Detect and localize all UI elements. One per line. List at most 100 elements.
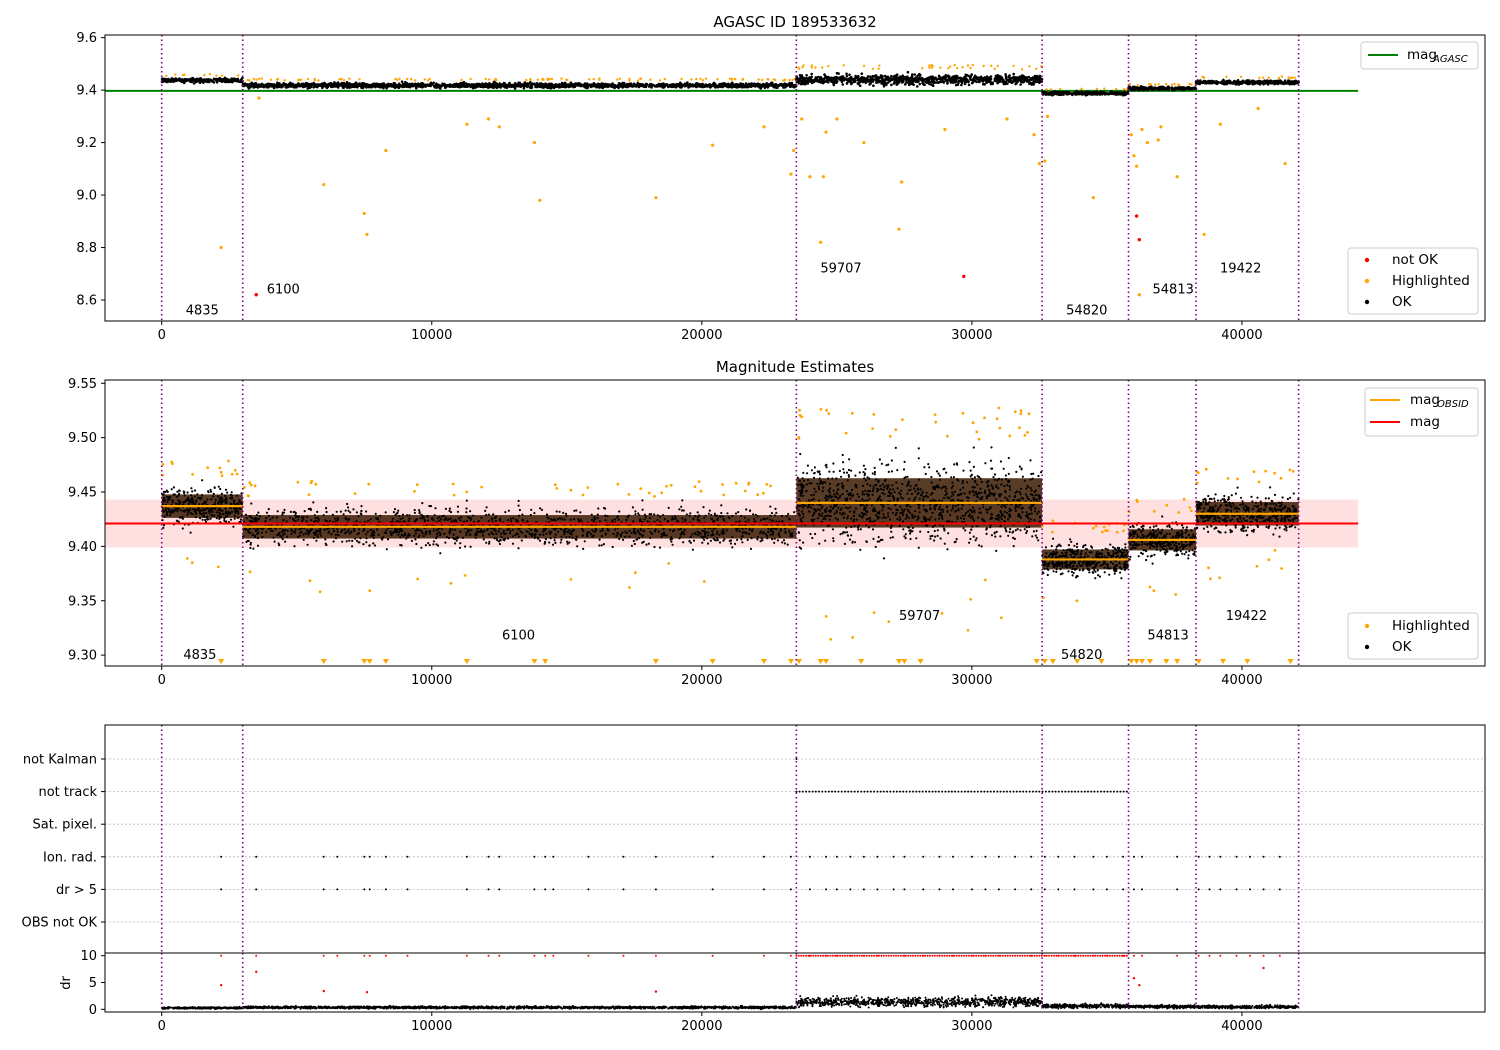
- below-range-marker: [709, 659, 716, 664]
- panel2-xtick-label: 0: [158, 673, 166, 688]
- obsid-label: 54813: [1153, 283, 1194, 298]
- panel1-frame: [104, 34, 1486, 322]
- highlighted-outlier: [465, 122, 469, 126]
- highlighted-outlier: [1005, 117, 1009, 121]
- highlighted-outlier: [497, 125, 501, 129]
- below-range-marker: [1049, 659, 1056, 664]
- dr-clipped-points: [220, 954, 1281, 957]
- highlighted-outlier: [1145, 140, 1150, 145]
- magnitude-estimates-panel: Magnitude Estimates 4835 6100 59707 54820 54…: [68, 358, 1486, 688]
- legend-not-ok-marker: [1364, 257, 1370, 263]
- obsid-label: 54813: [1147, 629, 1188, 644]
- panel4-axes: 0 10000 20000 30000 40000 0 5 10: [80, 949, 1262, 1034]
- panel3-axes: not Kalman not track Sat. pixel. Ion. rad. d…: [22, 753, 105, 931]
- panel4-ytick-label: 10: [80, 949, 97, 964]
- highlighted-outlier: [384, 148, 388, 153]
- legend2-highlighted-label: Highlighted: [1392, 618, 1470, 634]
- legend-highlighted-marker: [1364, 278, 1370, 284]
- panel1-ytick-label: 9.6: [76, 31, 97, 46]
- panel1-line-legend: mag AGASC: [1360, 41, 1479, 70]
- highlighted-outlier: [943, 127, 947, 132]
- panel1-point-legend: not OK Highlighted OK: [1347, 247, 1479, 315]
- below-range-marker: [787, 659, 794, 664]
- panel2-segment-labels: 4835 6100 59707 54820 54813 19422: [183, 609, 1267, 663]
- highlighted-outlier: [824, 130, 828, 134]
- panel4-xtick-label: 10000: [411, 1019, 452, 1034]
- dr-ok-points: [161, 994, 1299, 1011]
- below-range-marker: [895, 659, 902, 664]
- highlighted-outlier: [800, 117, 804, 121]
- below-range-marker: [382, 659, 389, 664]
- below-range-marker: [320, 659, 327, 664]
- legend-agasc-subscript: AGASC: [1432, 54, 1468, 65]
- flags-panel: not Kalman not track Sat. pixel. Ion. rad. d…: [22, 724, 1486, 954]
- dr-outlier-point: [365, 990, 369, 994]
- below-range-marker: [1174, 659, 1181, 664]
- panel4-xtick-label: 40000: [1221, 1019, 1262, 1034]
- below-range-marker: [1139, 659, 1146, 664]
- flag-event-points: [220, 888, 1281, 891]
- obsid-label: 59707: [899, 609, 940, 624]
- obsid-label: 6100: [502, 629, 535, 644]
- panel1-axes: 0 10000 20000 30000 40000 8.6 8.8 9.0 9.2 9.4 9.6: [76, 31, 1262, 343]
- highlighted-outlier: [365, 232, 369, 237]
- highlighted-outlier: [819, 240, 823, 244]
- highlighted-outlier: [1159, 125, 1163, 129]
- panel1-ytick-label: 8.6: [76, 294, 97, 309]
- panel1-ytick-label: 8.8: [76, 241, 97, 256]
- below-range-marker: [463, 659, 470, 664]
- dr-outlier-point: [322, 989, 325, 993]
- below-range-marker: [361, 659, 368, 664]
- panel1-ytick-label: 9.4: [76, 84, 97, 99]
- below-range-marker: [1074, 659, 1081, 664]
- legend-agasc-label: mag: [1407, 47, 1437, 63]
- highlighted-outlier: [1045, 114, 1050, 118]
- below-range-marker: [542, 659, 549, 664]
- panel2-ytick-label: 9.45: [68, 486, 97, 501]
- panel4-xtick-label: 0: [158, 1019, 166, 1034]
- below-range-marker: [1133, 659, 1140, 664]
- panel2-axes: 0 10000 20000 30000 40000 9.30 9.35 9.40 9.45 9.5…: [68, 377, 1263, 688]
- highlighted-outlier: [1202, 232, 1206, 237]
- obsid-label: 19422: [1220, 262, 1261, 277]
- highlighted-outlier: [862, 140, 866, 145]
- legend-mag-obsid-label: mag: [1410, 392, 1440, 408]
- highlighted-outlier: [1129, 133, 1133, 137]
- panel1-segment-labels: 4835 6100 59707 54820 54813 19422: [186, 262, 1262, 319]
- below-range-marker: [1220, 659, 1227, 664]
- below-range-marker: [858, 659, 865, 664]
- below-range-marker: [823, 659, 830, 664]
- highlighted-outlier: [538, 198, 542, 202]
- panel4-data: [160, 953, 1300, 1012]
- panel2-line-legend: mag OBSID mag: [1364, 387, 1479, 437]
- highlighted-outlier: [1140, 127, 1144, 132]
- obsid-label: 19422: [1226, 609, 1267, 624]
- below-range-marker: [1041, 659, 1048, 664]
- panel2-xtick-label: 10000: [411, 673, 452, 688]
- dr-outlier-point: [219, 983, 223, 987]
- flag-event-points: [795, 790, 1128, 793]
- obsid-label: 54820: [1061, 648, 1102, 663]
- below-range-marker: [218, 659, 225, 664]
- below-range-marker: [531, 659, 538, 664]
- below-range-marker: [817, 659, 824, 664]
- highlighted-outlier: [219, 245, 223, 250]
- panel2-xtick-label: 40000: [1221, 673, 1262, 688]
- highlighted-outlier: [257, 96, 261, 100]
- highlighted-outlier: [835, 117, 839, 121]
- not-ok-point: [962, 274, 966, 279]
- highlighted-outlier: [789, 172, 793, 176]
- below-range-marker: [1244, 659, 1251, 664]
- obsid-label: 6100: [267, 283, 300, 298]
- panel4-xtick-label: 30000: [951, 1019, 992, 1034]
- below-range-marker: [1195, 659, 1202, 664]
- highlighted-outlier: [362, 211, 366, 216]
- flag-row-label: Ion. rad.: [43, 850, 97, 865]
- below-range-marker: [1033, 659, 1040, 664]
- panel4-xtick-label: 20000: [681, 1019, 722, 1034]
- highlighted-outlier: [532, 140, 536, 145]
- dr-outlier-point: [1262, 966, 1265, 970]
- flag-row-label: not Kalman: [23, 753, 97, 768]
- panel2-ytick-label: 9.50: [68, 431, 97, 446]
- panel1-xtick-label: 10000: [411, 328, 452, 343]
